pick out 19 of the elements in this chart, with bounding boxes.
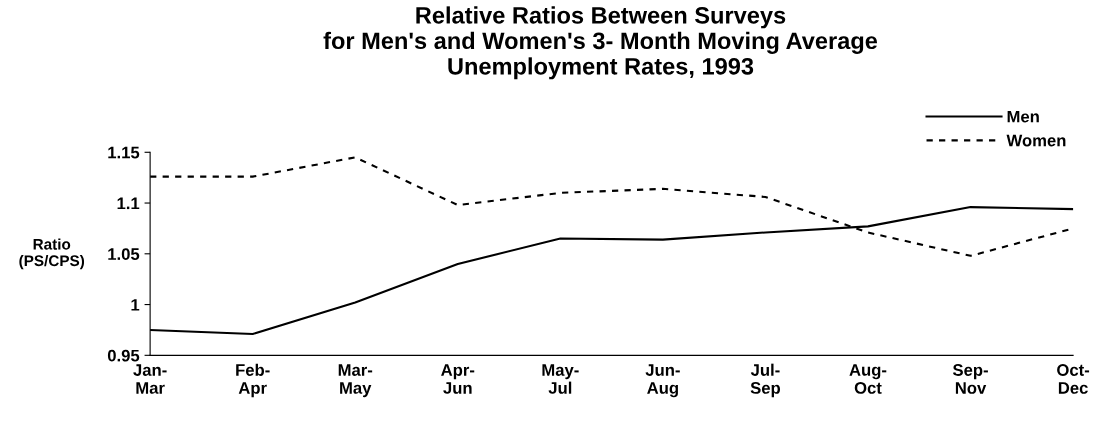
y-tick-label: 0.95 [107, 349, 140, 362]
x-tick-label: Sep- Nov [952, 364, 988, 394]
legend-label: Women [1006, 134, 1066, 147]
y-axis-title: Ratio (PS/CPS) [19, 238, 85, 270]
x-tick-label: Jun- Aug [645, 364, 680, 398]
x-tick-label: May- Jul [542, 364, 579, 394]
x-tick-label: Mar- May [338, 364, 373, 398]
x-tick-label: Aug- Oct [849, 364, 887, 394]
x-tick-label: Jul- Sep [750, 363, 781, 398]
legend-label: Men [1007, 110, 1039, 123]
y-tick-label: 1.15 [108, 146, 140, 159]
y-tick-label: 1.1 [117, 197, 140, 210]
x-tick-label: Jan- Mar [133, 364, 167, 394]
y-tick-label: 1.05 [108, 248, 140, 260]
chart-title: Relative Ratios Between Surveys for Men's and Women's 3- Month Moving Average Unemployment Rates, 1993 [323, 6, 878, 80]
x-tick-label: Feb- Apr [236, 363, 270, 398]
x-tick-label: Apr- Jun [441, 364, 475, 394]
y-tick-label: 1 [131, 299, 140, 311]
x-tick-label: Oct- Dec [1057, 364, 1090, 394]
